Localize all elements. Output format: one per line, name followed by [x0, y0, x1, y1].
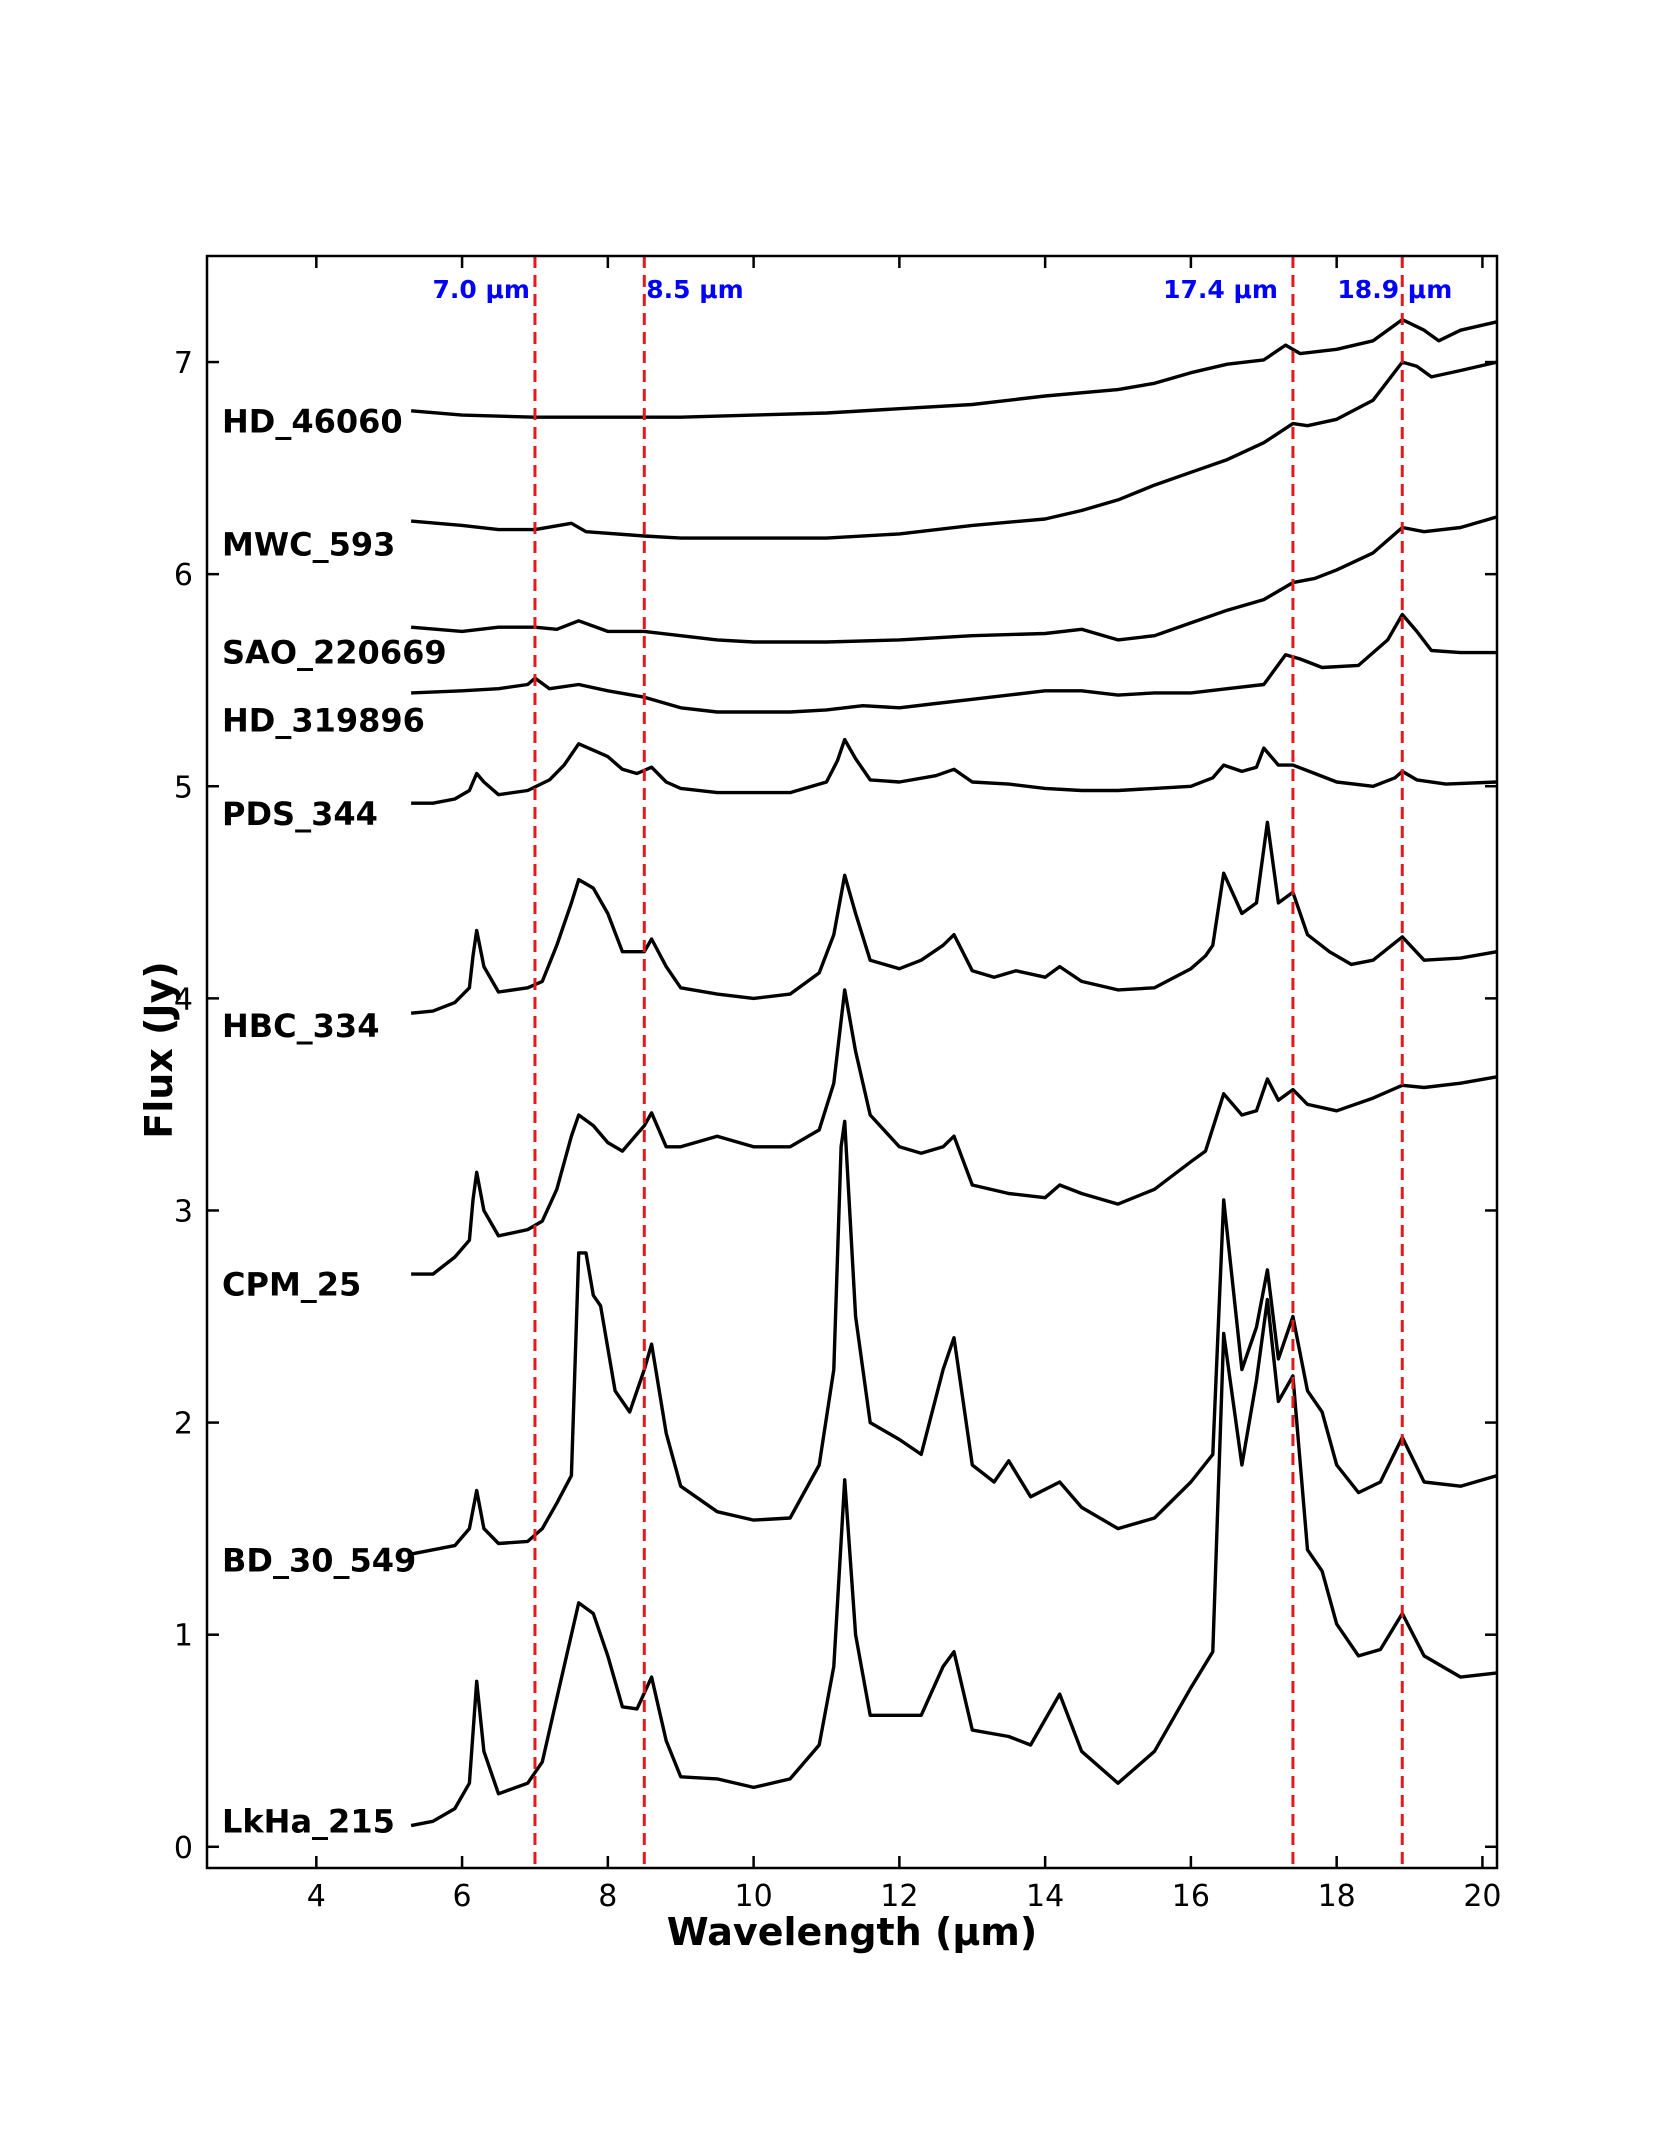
y-tick-label: 6 [174, 558, 193, 593]
y-tick-label: 4 [174, 982, 193, 1017]
spectrum-line-pds-344 [411, 737, 1498, 805]
spectrum-line-hd-319896 [411, 612, 1497, 714]
y-tick-label: 1 [174, 1619, 193, 1654]
reference-label-18-9: 18.9 μm [1337, 275, 1452, 304]
reference-lines-layer [533, 256, 1404, 1868]
x-tick-label: 6 [453, 1879, 472, 1914]
series-label-cpm-25: CPM_25 [222, 1266, 361, 1304]
x-tick-label: 12 [880, 1879, 918, 1914]
series-label-pds-344: PDS_344 [222, 795, 378, 833]
x-tick-label: 8 [598, 1879, 617, 1914]
x-tick-label: 10 [735, 1879, 773, 1914]
spectrum-line-bd-30-549 [410, 1119, 1498, 1556]
series-label-hd-46060: HD_46060 [222, 402, 403, 440]
labels-layer: HD_46060 MWC_593 SAO_220669 HD_319896 PDS_34… [222, 275, 1452, 1840]
y-tick-label: 3 [174, 1194, 193, 1229]
x-tick-label: 18 [1318, 1879, 1356, 1914]
spectrum-line-cpm-25 [411, 988, 1498, 1276]
spectrum-line-sao-220669 [410, 515, 1498, 644]
y-tick-label: 5 [174, 770, 193, 805]
x-tick-label: 4 [307, 1879, 326, 1914]
series-label-bd-30-549: BD_30_549 [222, 1541, 416, 1579]
series-label-mwc-593: MWC_593 [222, 525, 395, 563]
reference-label-7: 7.0 μm [433, 275, 530, 304]
spectrum-line-mwc-593 [410, 360, 1498, 540]
spectrum-line-hbc-334 [410, 820, 1498, 1015]
reference-label-8-5: 8.5 μm [646, 275, 743, 304]
series-label-sao-220669: SAO_220669 [222, 634, 447, 672]
series-label-hd-319896: HD_319896 [222, 702, 425, 740]
spectrum-line-hd-46060 [410, 317, 1498, 419]
series-label-lkha-215: LkHa_215 [222, 1802, 395, 1840]
plot-frame [205, 254, 1499, 1870]
y-axis-title: Flux (Jy) [137, 961, 181, 1138]
y-tick-label: 2 [174, 1407, 193, 1442]
x-tick-label: 16 [1172, 1879, 1210, 1914]
spectra-layer [410, 317, 1498, 1828]
series-label-hbc-334: HBC_334 [222, 1007, 379, 1045]
reference-label-17-4: 17.4 μm [1163, 275, 1278, 304]
x-tick-label: 14 [1026, 1879, 1064, 1914]
y-tick-label: 0 [174, 1831, 193, 1866]
spectrum-line-lkha-215 [410, 1297, 1498, 1828]
y-tick-label: 7 [174, 346, 193, 381]
x-tick-label: 20 [1463, 1879, 1501, 1914]
x-axis-title: Wavelength (μm) [667, 1910, 1038, 1954]
